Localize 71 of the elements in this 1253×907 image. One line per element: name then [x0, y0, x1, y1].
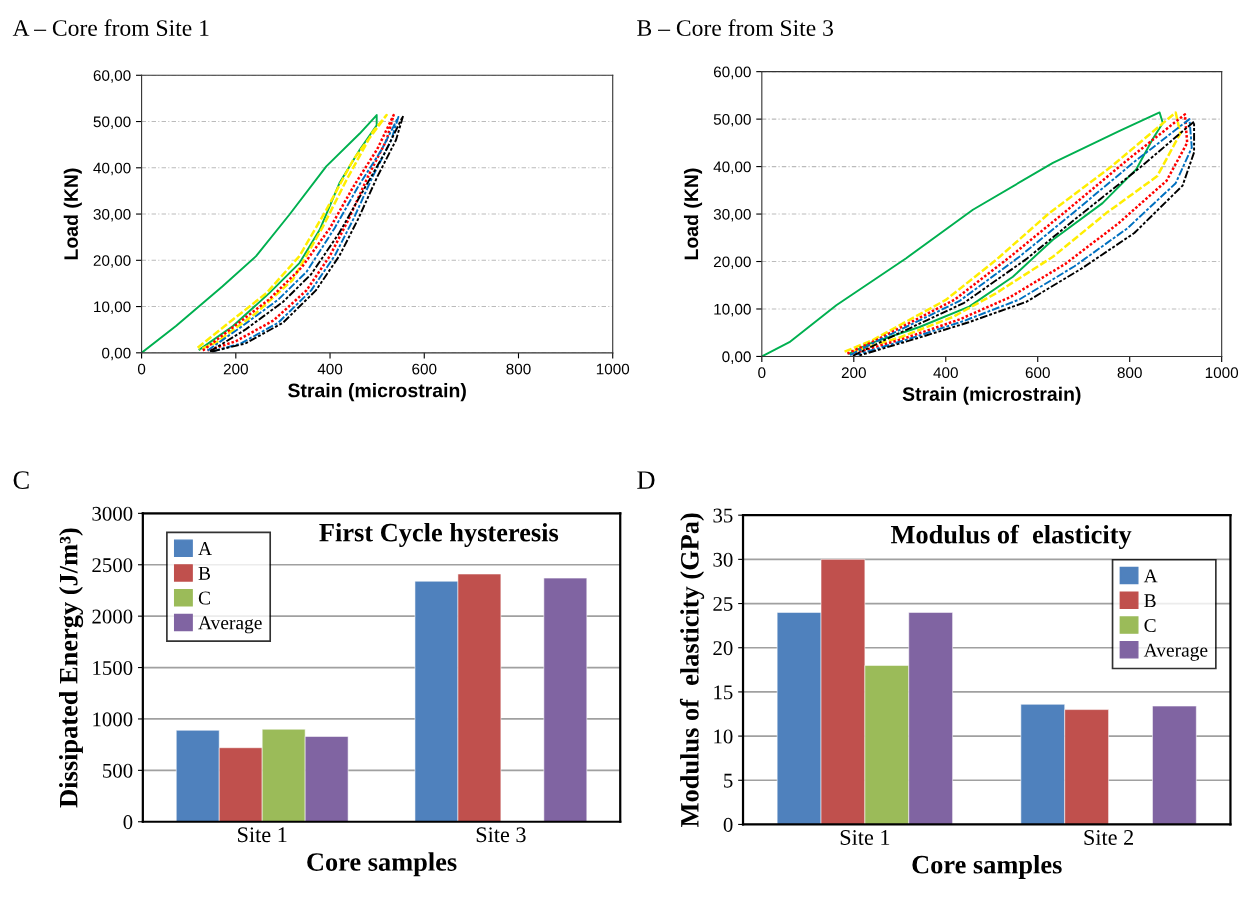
y-tick-label: 5: [724, 773, 733, 788]
chart-subtitle: Modulus of elasticity: [890, 524, 1132, 549]
x-tick-label: Site 1: [840, 830, 890, 845]
y-tick-label: 0,00: [722, 351, 751, 364]
line-series: [761, 111, 1164, 357]
y-tick-label: 10: [714, 729, 733, 744]
chart-title: A – Core from Site 1: [12, 19, 209, 37]
chart-subtitle: First Cycle hysteresis: [319, 522, 559, 547]
y-axis-title: Dissipated Energy (J/m³): [58, 528, 84, 808]
y-tick-label: 30: [713, 552, 733, 567]
y-tick-label: 10,00: [94, 301, 131, 315]
x-tick-label: Site 1: [238, 827, 287, 843]
legend-label: B: [1144, 594, 1156, 608]
y-axis-title: Load (KN): [683, 168, 703, 260]
y-tick-label: 15: [714, 685, 733, 700]
y-tick-label: 35: [713, 508, 733, 523]
y-tick-label: 60,00: [713, 66, 751, 80]
x-tick-label: 200: [841, 367, 866, 379]
y-tick-label: 25: [713, 596, 733, 611]
y-tick-label: 40,00: [93, 162, 131, 176]
y-tick-label: 2000: [92, 609, 133, 624]
y-tick-label: 2500: [92, 558, 133, 573]
x-tick-label: 0: [758, 367, 766, 379]
chart-title: C: [13, 471, 29, 489]
x-axis-title: Core samples: [912, 855, 1062, 879]
y-tick-label: 60,00: [93, 70, 131, 83]
y-tick-label: 500: [103, 763, 133, 778]
x-tick-label: 800: [1117, 367, 1142, 379]
x-tick-label: 1000: [1205, 367, 1239, 379]
legend-label: A: [198, 542, 212, 555]
y-axis-title: Load (KN): [63, 168, 82, 260]
x-tick-label: 200: [223, 363, 248, 375]
x-tick-label: 600: [1025, 367, 1050, 379]
y-tick-label: 0: [123, 815, 133, 830]
x-tick-label: 800: [506, 363, 531, 375]
x-tick-label: 400: [933, 367, 958, 379]
y-tick-label: 10,00: [714, 303, 751, 317]
y-tick-label: 3000: [92, 506, 133, 521]
x-axis-title: Strain (microstrain): [902, 386, 1081, 405]
legend-label: A: [1143, 569, 1158, 583]
x-tick-label: 400: [317, 363, 343, 375]
legend-label: C: [198, 591, 210, 605]
legend-label: C: [1144, 618, 1156, 633]
chart-title: D: [637, 471, 655, 489]
y-tick-label: 0: [723, 817, 733, 832]
y-tick-label: 20,00: [93, 255, 131, 268]
legend-label: B: [198, 566, 211, 580]
x-tick-label: Site 2: [1084, 830, 1133, 845]
x-axis-title: Strain (microstrain): [288, 383, 466, 402]
bar: [1152, 705, 1197, 825]
x-tick-label: Site 3: [476, 827, 526, 843]
legend-label: Average: [1143, 643, 1208, 661]
y-tick-label: 1500: [93, 660, 133, 675]
line-series: [141, 114, 378, 353]
y-tick-label: 30,00: [93, 208, 131, 222]
chart-title: B – Core from Site 3: [637, 19, 833, 37]
y-tick-label: 50,00: [93, 116, 131, 130]
x-axis-title: Core samples: [307, 852, 457, 877]
y-tick-label: 20: [713, 641, 733, 656]
y-tick-label: 1000: [93, 712, 133, 727]
y-axis-title: Modulus of elasticity (GPa): [679, 513, 705, 827]
y-tick-label: 0,00: [102, 347, 131, 361]
y-tick-label: 50,00: [713, 113, 751, 127]
y-tick-label: 40,00: [713, 161, 751, 175]
x-tick-label: 600: [412, 363, 437, 375]
y-tick-label: 20,00: [713, 256, 751, 270]
legend-label: Average: [198, 616, 262, 634]
bar: [543, 577, 588, 822]
x-tick-label: 1000: [596, 363, 630, 375]
x-tick-label: 0: [137, 363, 146, 375]
y-tick-label: 30,00: [713, 208, 751, 222]
